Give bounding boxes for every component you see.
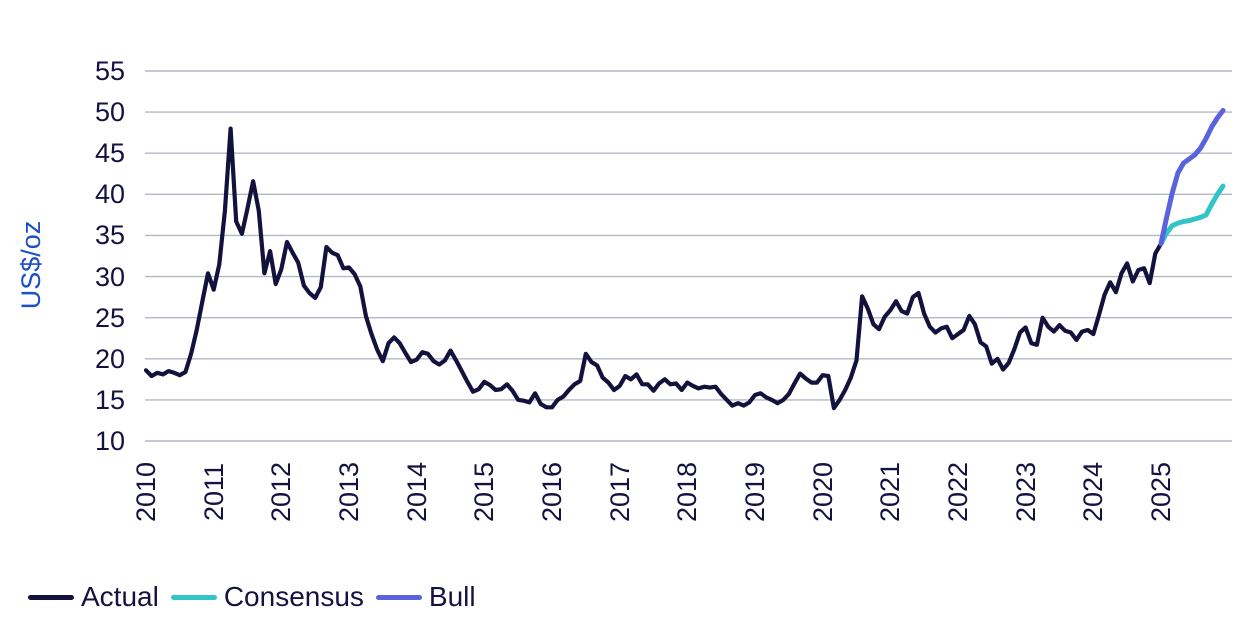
- series-line-consensus: [1158, 183, 1226, 247]
- legend-item-consensus: Consensus: [170, 581, 364, 612]
- legend-item-bull: Bull: [375, 581, 476, 612]
- x-tick-label-2013: 2013: [333, 461, 364, 523]
- x-tick-label-2011: 2011: [198, 462, 229, 522]
- x-tick-label-2025: 2025: [1145, 461, 1176, 523]
- y-tick-label-30: 30: [94, 261, 125, 292]
- y-tick-label-50: 50: [94, 97, 125, 128]
- legend-label-consensus: Consensus: [223, 581, 364, 612]
- legend-swatch-bull: [375, 594, 422, 600]
- legend: Actual Consensus Bull: [28, 581, 476, 613]
- series-line-bull: [1158, 108, 1226, 247]
- y-tick-label-55: 55: [94, 56, 125, 86]
- x-tick-label-2018: 2018: [672, 461, 703, 523]
- x-tick-label-2010: 2010: [131, 461, 161, 523]
- x-tick-label-2014: 2014: [401, 461, 432, 523]
- x-tick-label-2015: 2015: [469, 461, 500, 523]
- x-tick-label-2024: 2024: [1078, 461, 1109, 523]
- x-tick-label-2017: 2017: [604, 461, 635, 523]
- x-tick-label-2016: 2016: [536, 461, 567, 523]
- legend-item-actual: Actual: [28, 582, 159, 612]
- x-tick-label-2020: 2020: [807, 461, 838, 523]
- y-tick-label-20: 20: [94, 343, 125, 374]
- x-tick-label-2019: 2019: [739, 461, 770, 523]
- x-tick-label-2021: 2021: [875, 461, 906, 523]
- x-tick-label-2022: 2022: [942, 461, 973, 523]
- y-tick-label-25: 25: [94, 302, 125, 333]
- legend-label-bull: Bull: [428, 581, 476, 612]
- y-axis-title: US$/oz: [16, 220, 46, 310]
- x-tick-label-2012: 2012: [266, 461, 297, 523]
- y-tick-label-40: 40: [94, 179, 125, 210]
- legend-swatch-consensus: [170, 594, 217, 600]
- y-tick-label-35: 35: [94, 220, 125, 251]
- y-tick-label-10: 10: [94, 426, 125, 456]
- x-tick-label-2023: 2023: [1010, 461, 1041, 523]
- y-tick-label-45: 45: [94, 138, 125, 169]
- series-line-actual: [143, 126, 1164, 411]
- legend-swatch-actual: [28, 594, 74, 600]
- legend-label-actual: Actual: [81, 581, 159, 612]
- y-tick-label-15: 15: [94, 384, 125, 415]
